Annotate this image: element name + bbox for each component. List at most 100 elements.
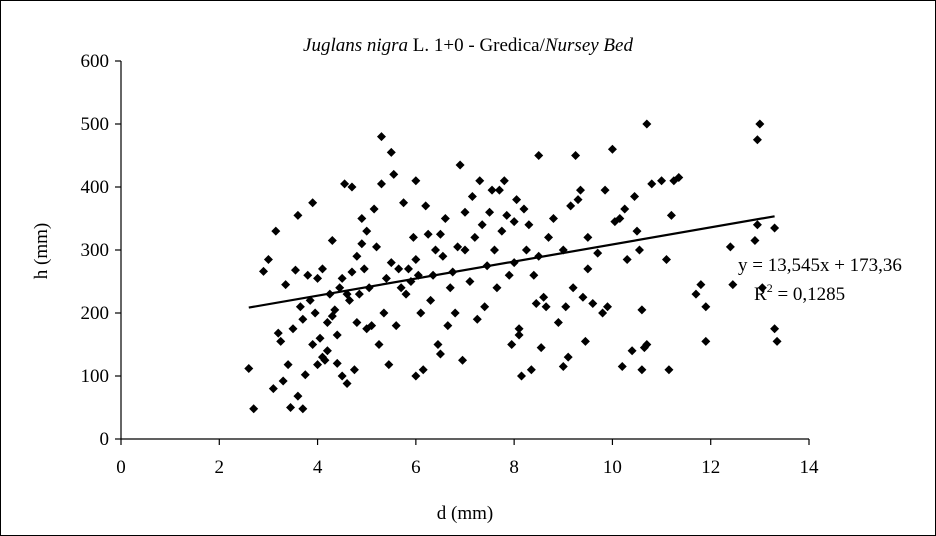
data-point <box>367 321 377 331</box>
data-point <box>642 340 652 349</box>
data-point <box>544 232 554 242</box>
data-point <box>310 308 320 318</box>
data-point <box>379 308 389 318</box>
data-point <box>480 302 490 312</box>
data-point <box>583 264 593 274</box>
data-point <box>568 283 578 293</box>
data-point <box>553 317 563 327</box>
x-tick-label: 12 <box>701 457 720 478</box>
y-tick-label: 200 <box>81 303 110 324</box>
data-point <box>357 239 367 249</box>
data-point <box>268 384 278 394</box>
data-point <box>757 283 767 293</box>
data-point <box>632 226 642 236</box>
data-points <box>244 119 782 414</box>
data-point <box>630 191 640 201</box>
data-point <box>460 245 470 255</box>
r2-sup: 2 <box>767 281 773 295</box>
data-point <box>293 391 303 401</box>
data-point <box>593 248 603 258</box>
data-point <box>308 198 318 208</box>
data-point <box>489 245 499 255</box>
data-point <box>300 370 310 380</box>
r-squared-label: R2 = 0,1285 <box>754 281 845 305</box>
data-point <box>615 214 625 223</box>
data-point <box>352 251 362 261</box>
data-point <box>637 305 647 315</box>
x-tick-label: 6 <box>411 457 421 478</box>
data-point <box>408 232 418 242</box>
x-tick-label: 0 <box>116 457 126 478</box>
trendline-equation: y = 13,545x + 173,36 <box>738 255 902 276</box>
data-point <box>637 365 647 375</box>
data-point <box>517 371 527 381</box>
chart-title-bed: Nursey Bed <box>544 35 634 56</box>
data-point <box>470 232 480 242</box>
data-point <box>583 232 593 242</box>
data-point <box>340 179 350 189</box>
x-tick-label: 8 <box>509 457 519 478</box>
data-point <box>416 308 426 318</box>
data-point <box>403 264 413 274</box>
trendline <box>248 215 775 309</box>
data-point <box>249 404 259 414</box>
data-point <box>514 324 524 334</box>
data-point <box>347 182 357 192</box>
data-point <box>578 292 588 302</box>
data-point <box>411 254 421 264</box>
data-point <box>376 179 386 189</box>
data-point <box>327 236 337 246</box>
data-point <box>617 362 627 372</box>
data-point <box>345 295 355 305</box>
data-point <box>752 220 762 230</box>
data-point <box>298 314 308 324</box>
data-point <box>347 267 357 277</box>
data-point <box>529 270 539 280</box>
chart-title: Juglans nigra L. 1+0 - Gredica/Nursey Be… <box>303 35 633 56</box>
data-point <box>308 340 318 349</box>
data-point <box>563 352 573 362</box>
data-point <box>399 198 409 208</box>
data-point <box>485 207 495 217</box>
data-point <box>418 365 428 375</box>
data-point <box>492 283 502 293</box>
data-point <box>286 403 296 412</box>
data-point <box>509 217 519 227</box>
data-point <box>411 371 421 381</box>
data-point <box>539 292 549 302</box>
y-axis-title: h (mm) <box>31 223 52 279</box>
data-point <box>352 317 362 327</box>
data-point <box>750 236 760 246</box>
data-point <box>283 360 293 370</box>
data-point <box>558 362 568 372</box>
data-point <box>349 365 359 375</box>
data-point <box>661 254 671 264</box>
data-point <box>588 299 598 309</box>
data-point <box>620 204 630 214</box>
chart-title-species: Juglans nigra <box>303 35 408 56</box>
data-point <box>389 169 399 179</box>
data-point <box>401 289 411 299</box>
data-point <box>504 270 514 280</box>
data-point <box>475 176 485 186</box>
data-point <box>541 302 551 312</box>
data-point <box>666 210 676 220</box>
data-point <box>435 229 445 239</box>
x-tick-label: 14 <box>800 457 820 478</box>
data-point <box>295 302 305 312</box>
data-point <box>627 346 637 356</box>
data-point <box>450 308 460 318</box>
y-ticks: 0 100 200 300 400 500 600 <box>81 51 121 450</box>
data-point <box>440 214 450 223</box>
x-tick-label: 4 <box>313 457 323 478</box>
data-point <box>376 132 386 142</box>
data-point <box>600 185 610 195</box>
data-point <box>386 258 396 268</box>
data-point <box>499 176 509 186</box>
data-point <box>573 195 583 205</box>
data-point <box>536 343 546 353</box>
data-point <box>433 340 443 349</box>
data-point <box>453 242 463 252</box>
y-tick-label: 100 <box>81 366 110 387</box>
